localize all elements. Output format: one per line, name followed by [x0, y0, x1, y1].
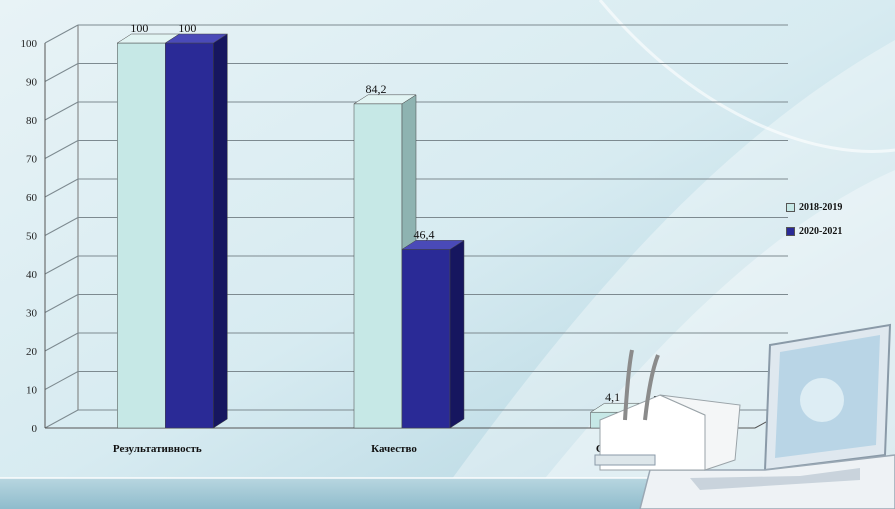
bar-2020-2021-Качество [401, 239, 465, 429]
legend-item-2018-2019: 2018-2019 [786, 195, 842, 219]
bar-top [353, 94, 417, 105]
gridline-side [44, 217, 79, 236]
gridline-side [44, 371, 79, 390]
category-label: Качество [371, 443, 417, 455]
gridline-side [44, 140, 79, 159]
bar-front [117, 42, 166, 429]
bar-front [401, 249, 451, 429]
bar-2020-2021-Результативность [164, 33, 229, 429]
x-axis-labels: РезультативностьКачествоСредний балл [113, 443, 666, 455]
gridline-side [44, 332, 79, 352]
legend-label: 2020-2021 [799, 225, 843, 237]
data-label: 100 [178, 21, 196, 35]
y-tick-label: 60 [26, 192, 38, 204]
gridline-side [44, 101, 79, 121]
gridline-side [44, 24, 79, 44]
legend-label: 2018-2019 [799, 201, 843, 213]
bar-front [165, 42, 214, 429]
gridline-side [44, 294, 79, 313]
data-label: 4,1 [605, 390, 620, 404]
bar-top [401, 240, 465, 250]
laptop-icon [639, 323, 895, 509]
legend: 2018-2019 2020-2021 [786, 195, 842, 243]
legend-swatch [786, 226, 795, 236]
data-label: 84,2 [366, 82, 387, 96]
y-tick-label: 20 [26, 346, 38, 358]
legend-swatch [786, 202, 795, 212]
legend-item-2020-2021: 2020-2021 [786, 219, 842, 243]
data-label: 46,4 [414, 227, 435, 241]
y-tick-label: 90 [26, 77, 38, 89]
gridline-side [44, 255, 79, 275]
bar-front [353, 103, 403, 429]
gridline-side [44, 63, 79, 82]
data-label: 100 [130, 21, 148, 35]
bar-side [449, 239, 465, 429]
y-tick-label: 70 [26, 154, 38, 166]
book-icon [594, 349, 741, 471]
y-tick-label: 30 [26, 308, 38, 320]
y-tick-label: 50 [26, 231, 38, 243]
gridline-side [44, 178, 79, 198]
y-tick-label: 80 [26, 115, 38, 127]
y-tick-label: 0 [32, 423, 38, 435]
y-tick-label: 40 [26, 269, 38, 281]
bar-top [164, 33, 229, 44]
y-tick-label: 10 [26, 385, 38, 397]
y-tick-label: 100 [21, 38, 38, 50]
bar-side [213, 33, 228, 429]
category-label: Результативность [113, 443, 202, 455]
bars [116, 33, 702, 429]
gridline-side [44, 409, 79, 429]
